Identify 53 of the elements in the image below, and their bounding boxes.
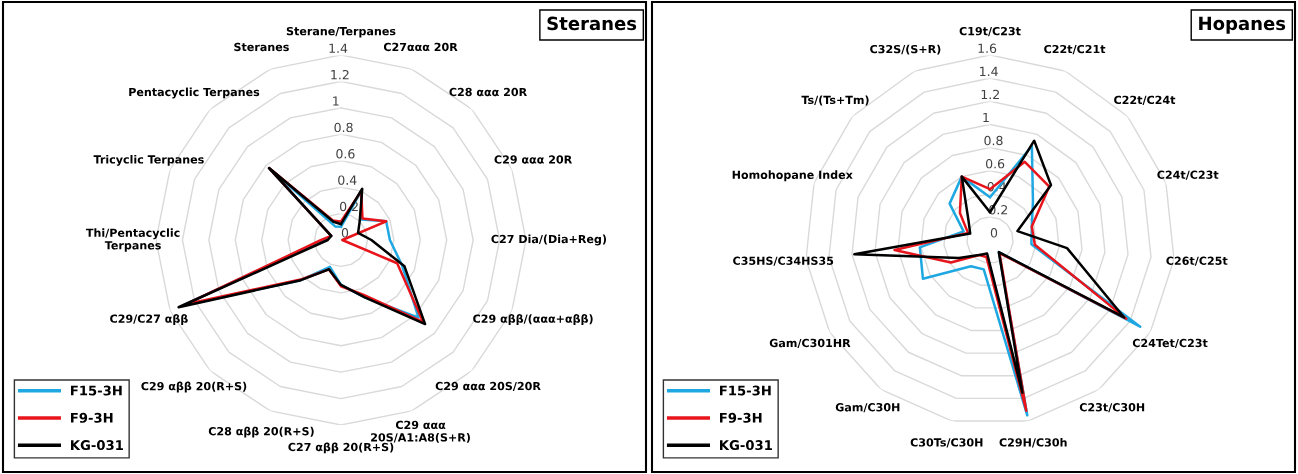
y-tick-label: 1.4: [980, 66, 998, 76]
spoke-label: C23t/C30H: [1079, 403, 1145, 413]
spoke-label: C27 αββ 20(R+S): [288, 442, 394, 454]
spoke-label: C29 ααα 20S/A1:A8(S+R): [371, 420, 470, 443]
y-tick-label: 0.6: [985, 158, 1005, 169]
spoke-label: Gam/C301HR: [769, 338, 851, 349]
spoke-label: C29 αββ 20(R+S): [141, 381, 247, 393]
spoke-label: C28 αββ 20(R+S): [208, 426, 314, 438]
spoke-label: Gam/C30H: [835, 403, 900, 413]
spoke-label: C19t/C23t: [959, 26, 1021, 37]
spoke-label: C29 αββ/(ααα+αββ): [473, 314, 593, 326]
y-tick-label: 1.2: [981, 89, 999, 99]
spoke-label: C32S/(S+R): [870, 44, 941, 55]
y-tick-label: 1.4: [329, 43, 348, 53]
spoke-label: C29 ααα 20R: [494, 155, 572, 164]
legend-label: KG-031: [720, 440, 772, 451]
y-tick-label: 0.8: [334, 122, 353, 133]
y-tick-label: 1.6: [978, 43, 997, 54]
y-tick-label: 1.2: [331, 69, 349, 80]
y-tick-label: 0: [341, 228, 349, 238]
spoke-label: Ts/(Ts+Tm): [801, 95, 869, 106]
y-tick-label: 0.8: [984, 135, 1003, 146]
spoke-label: Homohopane Index: [732, 170, 853, 182]
y-tick-label: 0.4: [338, 175, 357, 185]
spoke-label: C29/C27 αββ: [110, 314, 188, 326]
legend-label: F15-3H: [71, 385, 122, 396]
legend-label: F9-3H: [720, 412, 762, 423]
y-tick-label: 0: [990, 228, 998, 238]
y-tick-label: 1: [333, 96, 339, 106]
spoke-label: Thi/Pentacyclic Terpanes: [85, 228, 180, 252]
chart-title: Steranes: [547, 16, 637, 31]
spoke-label: C35HS/C34HS35: [733, 256, 834, 266]
legend-label: F9-3H: [71, 412, 113, 423]
spoke-label: C27 Dia/(Dia+Reg): [491, 234, 607, 246]
spoke-label: Pentacyclic Terpanes: [129, 87, 260, 99]
spoke-label: C27ααα 20R: [383, 42, 458, 52]
spoke-label: C26t/C25t: [1166, 256, 1228, 266]
spoke-label: C29H/C30h: [999, 438, 1067, 448]
spoke-label: C22t/C24t: [1114, 95, 1176, 105]
legend-label: KG-031: [71, 440, 123, 451]
spoke-label: C24Tet/C23t: [1132, 338, 1208, 349]
spoke-label: C28 ααα 20R: [449, 87, 527, 97]
legend-label: F15-3H: [720, 385, 771, 396]
spoke-label: C24t/C23t: [1157, 170, 1219, 180]
spoke-label: C29 ααα 20S/20R: [435, 381, 541, 392]
spoke-label: Sterane/Terpanes: [286, 26, 396, 38]
spoke-label: Steranes: [234, 42, 289, 52]
y-tick-label: 1: [983, 112, 989, 123]
spoke-label: C30Ts/C30H: [910, 438, 983, 448]
chart-title: Hopanes: [1199, 16, 1286, 34]
y-tick-label: 0.6: [336, 149, 355, 159]
spoke-label: Tricyclic Terpanes: [93, 155, 204, 166]
spoke-label: C22t/C21t: [1044, 44, 1106, 55]
